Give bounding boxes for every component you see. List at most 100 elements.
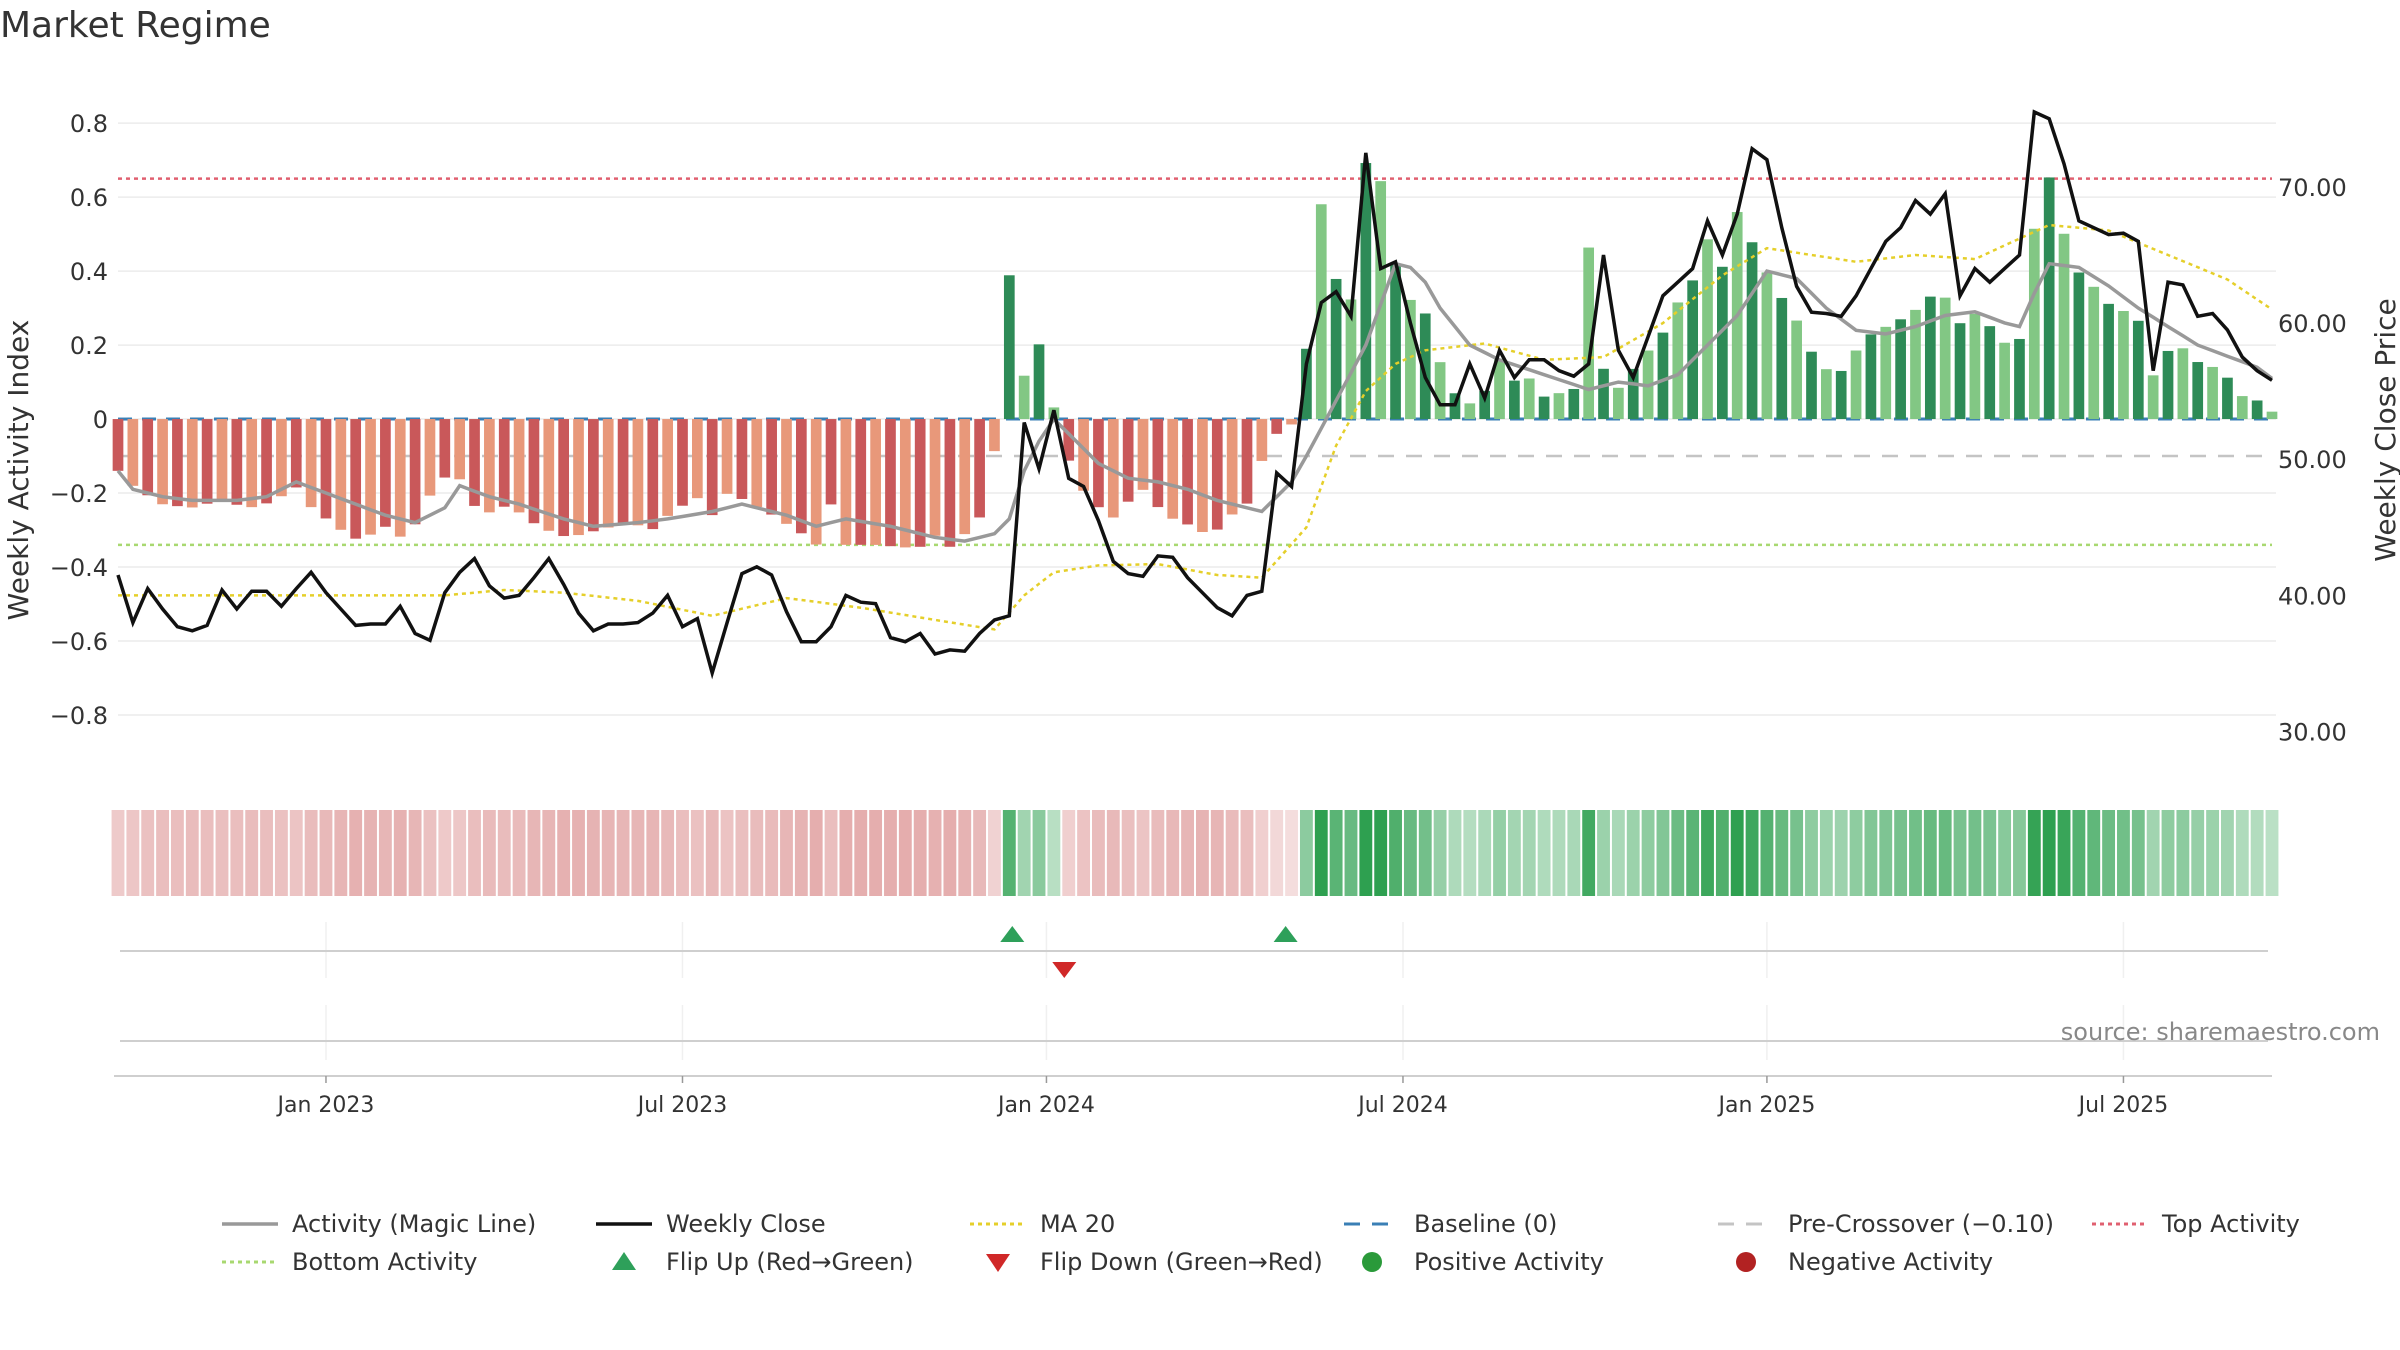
regime-cell [1656,810,1670,896]
activity-bar [261,419,272,504]
activity-bar [528,419,540,524]
left-axis-label: Weekly Activity Index [2,320,35,621]
regime-cell [334,810,348,896]
activity-bar [1330,278,1342,420]
activity-bar [751,419,763,508]
regime-cell [1493,810,1506,896]
legend-item: Negative Activity [1736,1248,1993,1276]
legend-item: Flip Up (Red→Green) [612,1248,914,1276]
activity-bar [1717,266,1728,420]
regime-cell [2146,810,2160,896]
legend-item: Weekly Close [596,1210,826,1238]
activity-bar [157,419,168,505]
activity-bar [2088,286,2100,420]
regime-cell [200,810,214,896]
activity-bar [484,419,495,513]
activity-bar [885,419,896,547]
regime-cell [1507,810,1521,896]
regime-cell [141,810,155,896]
regime-cell [1894,810,1908,896]
regime-cell [393,810,407,896]
activity-bar [1345,299,1357,420]
activity-bar [1791,320,1802,420]
activity-bar [1806,351,1817,420]
regime-cell [1909,810,1922,896]
regime-cell [1255,810,1269,896]
x-tick-label: Jul 2025 [2077,1093,2169,1118]
regime-cell [1671,810,1685,896]
activity-bar [840,419,852,545]
legend-swatch [986,1254,1010,1272]
regime-cell [884,810,897,896]
regime-cell [2161,810,2175,896]
legend-label: Negative Activity [1788,1248,1993,1276]
activity-bar [855,419,867,545]
activity-bar [692,419,703,499]
regime-cell [720,810,734,896]
activity-bar [290,419,302,488]
activity-bar [929,419,941,536]
activity-bar [870,419,881,545]
legend-item: Pre-Crossover (−0.10) [1718,1210,2054,1238]
left-tick-label: −0.8 [50,702,108,730]
regime-cell [1537,810,1551,896]
regime-cell [2057,810,2071,896]
right-tick-label: 60.00 [2278,310,2347,338]
activity-bar [1286,419,1297,425]
regime-cell [1225,810,1239,896]
activity-bar [1583,247,1595,420]
regime-cell [2235,810,2249,896]
regime-cell [2087,810,2101,896]
chart-title: Market Regime [0,5,271,46]
flip-down-marker [1052,962,1077,978]
activity-bar [632,419,644,526]
activity-bar [1211,419,1223,530]
right-tick-label: 70.00 [2278,174,2347,202]
regime-cell [289,810,303,896]
x-tick-label: Jan 2025 [1716,1093,1815,1118]
left-axis-ticks: 0.8 0.6 0.4 0.2 0 −0.2 −0.4 −0.6 −0.8 [50,110,108,730]
activity-bar [2266,411,2278,420]
regime-cell [2102,810,2116,896]
activity-bar [1315,204,1327,420]
regime-cell [468,810,481,896]
activity-bar [1910,309,1921,420]
regime-cell [898,810,912,896]
regime-cell [557,810,571,896]
activity-bar [1003,275,1015,420]
regime-cell [1121,810,1135,896]
regime-cell [705,810,719,896]
activity-bar [781,419,792,524]
activity-bar [2043,177,2055,420]
activity-bar [1820,369,1832,420]
activity-bar [172,419,183,507]
activity-bar [1702,239,1713,420]
legend-label: Positive Activity [1414,1248,1604,1276]
regime-cell [1582,810,1596,896]
regime-cell [676,810,689,896]
regime-cell [1403,810,1417,896]
regime-cell [1389,810,1402,896]
activity-bar [335,419,347,530]
legend-label: Flip Up (Red→Green) [666,1248,914,1276]
activity-bar [2118,311,2129,420]
activity-bar [1999,342,2010,420]
left-tick-label: −0.2 [50,480,108,508]
regime-cell [824,810,838,896]
activity-bar [1301,348,1312,420]
regime-cell [616,810,630,896]
regime-cell [1032,810,1046,896]
activity-bar [1880,326,1892,420]
regime-cell [1760,810,1774,896]
regime-cell [1715,810,1729,896]
regime-cell [1418,810,1432,896]
regime-cell [111,810,125,896]
legend-label: Top Activity [2161,1210,2300,1238]
activity-bar [2236,396,2248,420]
activity-bar [1152,419,1164,508]
regime-cell [2027,810,2041,896]
regime-cell [735,810,749,896]
legend-label: Bottom Activity [292,1248,477,1276]
activity-bar [1241,419,1253,504]
regime-cell [1166,810,1180,896]
